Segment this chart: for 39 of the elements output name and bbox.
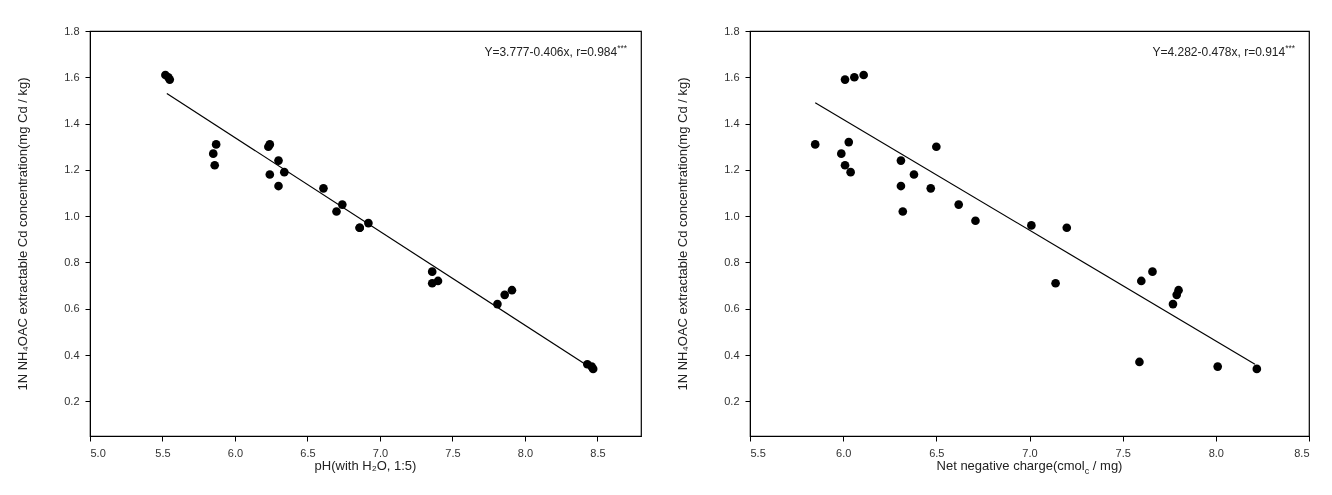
x-tick-label: 7.5 bbox=[445, 446, 461, 459]
y-tick-label: 1.0 bbox=[64, 209, 80, 222]
x-axis-title: pH(with H₂O, 1:5) bbox=[314, 458, 417, 473]
y-tick-label: 1.4 bbox=[64, 117, 80, 130]
x-tick-label: 8.0 bbox=[517, 446, 534, 459]
x-tick-label: 8.5 bbox=[1294, 446, 1310, 459]
y-tick-label: 1.0 bbox=[724, 209, 740, 222]
x-tick-label: 8.5 bbox=[590, 446, 606, 459]
y-tick-label: 1.6 bbox=[64, 70, 80, 83]
y-tick-label: 0.8 bbox=[64, 255, 80, 268]
y-axis-title: 1N NH₄OAC extractable Cd concentration(mg Cd / kg) bbox=[14, 76, 30, 391]
y-tick-label: 1.2 bbox=[724, 163, 740, 176]
x-tick-label: 8.0 bbox=[1208, 446, 1224, 459]
x-axis-title: Net negative charge(cmol$_{c}$ / mg) bbox=[936, 458, 1123, 476]
y-tick-label: 0.2 bbox=[724, 394, 740, 407]
x-tick-label: 7.0 bbox=[1022, 446, 1038, 459]
y-tick-label: 0.8 bbox=[724, 255, 740, 268]
y-tick-label: 0.6 bbox=[64, 302, 80, 315]
y-tick-label: 0.4 bbox=[724, 348, 740, 361]
y-tick-label: 1.4 bbox=[724, 117, 740, 130]
x-tick-label: 6.5 bbox=[300, 446, 316, 459]
x-tick-label: 7.0 bbox=[372, 446, 389, 459]
y-tick-label: 0.2 bbox=[64, 394, 80, 407]
x-tick-label: 7.5 bbox=[1115, 446, 1131, 459]
y-tick-label: 1.2 bbox=[64, 163, 80, 176]
y-tick-label: 0.4 bbox=[64, 348, 80, 361]
x-tick-label: 6.0 bbox=[836, 446, 852, 459]
x-tick-label: 5.5 bbox=[750, 446, 766, 459]
annotation: Y=4.282-0.478x, r=0.914$^{***}$ bbox=[1152, 43, 1295, 59]
annotation: Y=3.777-0.406x, r=0.984$^{***}$ bbox=[484, 43, 627, 59]
x-tick-label: 6.5 bbox=[929, 446, 945, 459]
y-axis-title: 1N NH₄OAC extractable Cd concentration(mg Cd / kg) bbox=[674, 76, 690, 391]
x-tick-label: 5.5 bbox=[155, 446, 171, 459]
y-tick-label: 1.8 bbox=[64, 24, 80, 37]
y-tick-label: 0.6 bbox=[724, 302, 740, 315]
x-tick-label: 6.0 bbox=[227, 446, 244, 459]
y-tick-label: 1.6 bbox=[724, 70, 740, 83]
x-tick-label: 5.0 bbox=[90, 446, 106, 459]
y-tick-label: 1.8 bbox=[724, 24, 740, 37]
